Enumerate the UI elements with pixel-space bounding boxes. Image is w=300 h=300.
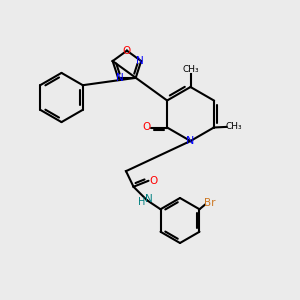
Text: O: O xyxy=(142,122,150,133)
Text: O: O xyxy=(123,46,131,56)
Text: Br: Br xyxy=(204,198,216,208)
Text: CH₃: CH₃ xyxy=(182,65,199,74)
Text: N: N xyxy=(136,56,143,66)
Text: O: O xyxy=(149,176,157,186)
Text: CH₃: CH₃ xyxy=(226,122,242,131)
Text: N: N xyxy=(145,194,152,204)
Text: N: N xyxy=(186,136,195,146)
Text: H: H xyxy=(138,197,145,207)
Text: N: N xyxy=(116,73,124,83)
